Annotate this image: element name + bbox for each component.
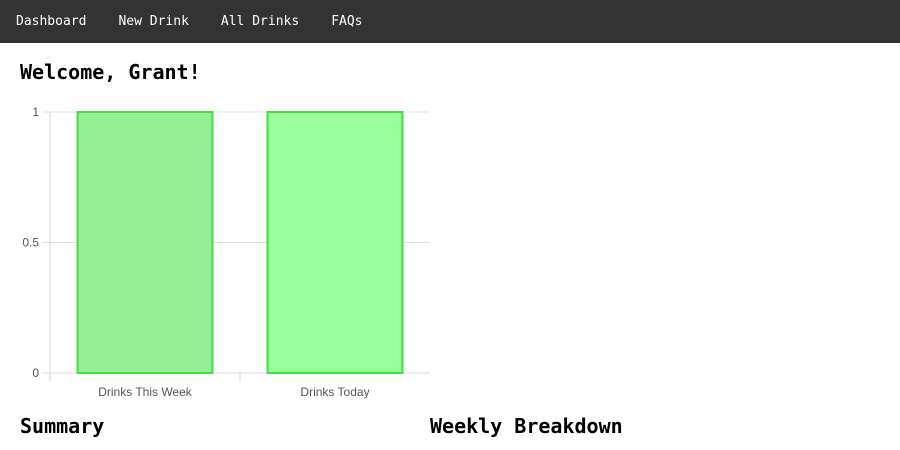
nav-new-drink[interactable]: New Drink [118, 14, 189, 29]
top-navbar: Dashboard New Drink All Drinks FAQs [0, 0, 900, 43]
weekly-breakdown-heading: Weekly Breakdown [430, 414, 623, 438]
summary-heading: Summary [20, 414, 105, 438]
nav-all-drinks[interactable]: All Drinks [220, 14, 300, 29]
x-category-label: Drinks This Week [98, 385, 193, 399]
bar-drinks-this-week [76, 111, 214, 374]
y-tick-label: 0.5 [22, 236, 39, 250]
drinks-bar-chart: 1 0.5 0 Drinks This Week Drinks Today [0, 100, 440, 405]
y-tick-label: 1 [32, 105, 39, 119]
nav-faqs[interactable]: FAQs [331, 14, 363, 29]
welcome-heading: Welcome, Grant! [20, 60, 201, 84]
y-tick-label: 0 [32, 366, 39, 380]
bar-drinks-today [266, 111, 404, 374]
chart-svg: 1 0.5 0 Drinks This Week Drinks Today [22, 105, 430, 399]
x-category-label: Drinks Today [300, 385, 369, 399]
nav-dashboard[interactable]: Dashboard [16, 14, 87, 29]
